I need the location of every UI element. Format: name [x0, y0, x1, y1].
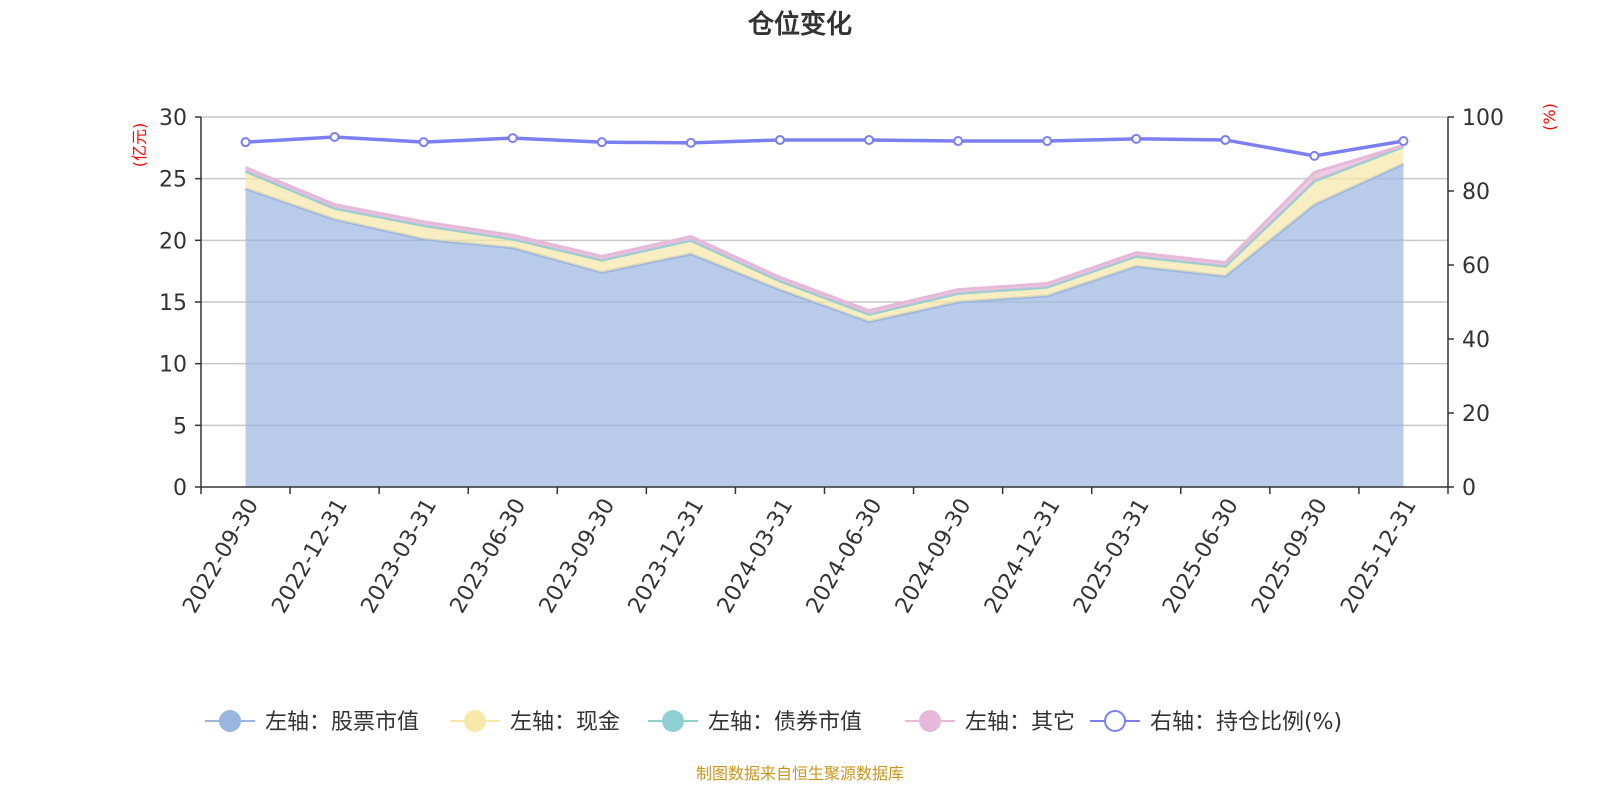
x-tick-label: 2025-03-31: [1069, 495, 1155, 618]
x-tick-label: 2024-06-30: [802, 495, 888, 618]
ratio-line: [245, 135, 1404, 158]
x-tick-label: 2024-03-31: [713, 495, 799, 618]
ratio-point: [418, 137, 429, 148]
x-tick-label: 2022-12-31: [267, 495, 353, 618]
x-tick-label: 2023-06-30: [446, 495, 532, 618]
ratio-point: [240, 137, 251, 148]
right-tick-label: 60: [1462, 254, 1490, 279]
left-tick-label: 15: [159, 291, 187, 316]
legend-marker: [1104, 710, 1126, 732]
area-series: [244, 143, 1405, 487]
x-tick-label: 2023-12-31: [624, 495, 710, 618]
legend-item: 右轴：持仓比例(%): [1090, 710, 1342, 735]
left-tick-label: 0: [173, 476, 187, 501]
left-tick-label: 20: [159, 229, 187, 254]
left-tick-label: 25: [159, 168, 187, 193]
legend: 左轴：股票市值 左轴：现金 左轴：债券市值 左轴：其它 右轴：持仓比例(%): [205, 710, 1342, 735]
footer-source: 制图数据来自恒生聚源数据库: [696, 764, 904, 783]
right-tick-label: 40: [1462, 328, 1490, 353]
ratio-point: [329, 131, 340, 142]
left-tick-label: 30: [159, 106, 187, 131]
left-tick-label: 10: [159, 353, 187, 378]
area-edge-左轴：其它: [244, 143, 1404, 313]
ratio-point: [1309, 150, 1320, 161]
ratio-point: [953, 136, 964, 147]
ratio-point: [1042, 136, 1053, 147]
legend-label: 左轴：债券市值: [708, 710, 862, 735]
right-tick-label: 100: [1462, 106, 1504, 131]
x-tick-label: 2025-12-31: [1336, 495, 1422, 618]
legend-item: 左轴：股票市值: [205, 710, 419, 735]
legend-marker: [464, 710, 486, 732]
right-axis-label: (%): [1540, 103, 1559, 131]
ratio-point: [1220, 134, 1231, 145]
right-tick-label: 0: [1462, 476, 1476, 501]
legend-marker: [919, 710, 941, 732]
left-tick-label: 5: [173, 414, 187, 439]
x-tick-label: 2023-03-31: [356, 495, 442, 618]
ratio-point: [507, 133, 518, 144]
right-tick-label: 80: [1462, 180, 1490, 205]
x-tick-label: 2022-09-30: [178, 495, 264, 618]
chart-title: 仓位变化: [747, 9, 852, 40]
x-tick-label: 2025-06-30: [1158, 495, 1244, 618]
x-tick-label: 2023-09-30: [535, 495, 621, 618]
ratio-point: [864, 134, 875, 145]
left-axis-label: (亿元): [130, 123, 149, 168]
legend-item: 左轴：其它: [905, 710, 1075, 735]
x-tick-label: 2025-09-30: [1247, 495, 1333, 618]
legend-marker: [219, 710, 241, 732]
legend-item: 左轴：现金: [450, 710, 620, 735]
right-tick-label: 20: [1462, 402, 1490, 427]
ratio-point: [596, 137, 607, 148]
legend-item: 左轴：债券市值: [648, 710, 862, 735]
ratio-point: [685, 137, 696, 148]
legend-label: 左轴：股票市值: [265, 710, 419, 735]
legend-label: 右轴：持仓比例(%): [1150, 710, 1342, 735]
ratio-point: [1398, 136, 1409, 147]
x-tick-label: 2024-12-31: [980, 495, 1066, 618]
legend-label: 左轴：其它: [965, 710, 1075, 735]
ratio-line-series: [240, 131, 1409, 161]
ratio-point: [1131, 133, 1142, 144]
area-左轴：股票市值: [245, 163, 1404, 487]
legend-marker: [662, 710, 684, 732]
legend-label: 左轴：现金: [510, 710, 620, 735]
ratio-point: [774, 134, 785, 145]
x-tick-label: 2024-09-30: [891, 495, 977, 618]
